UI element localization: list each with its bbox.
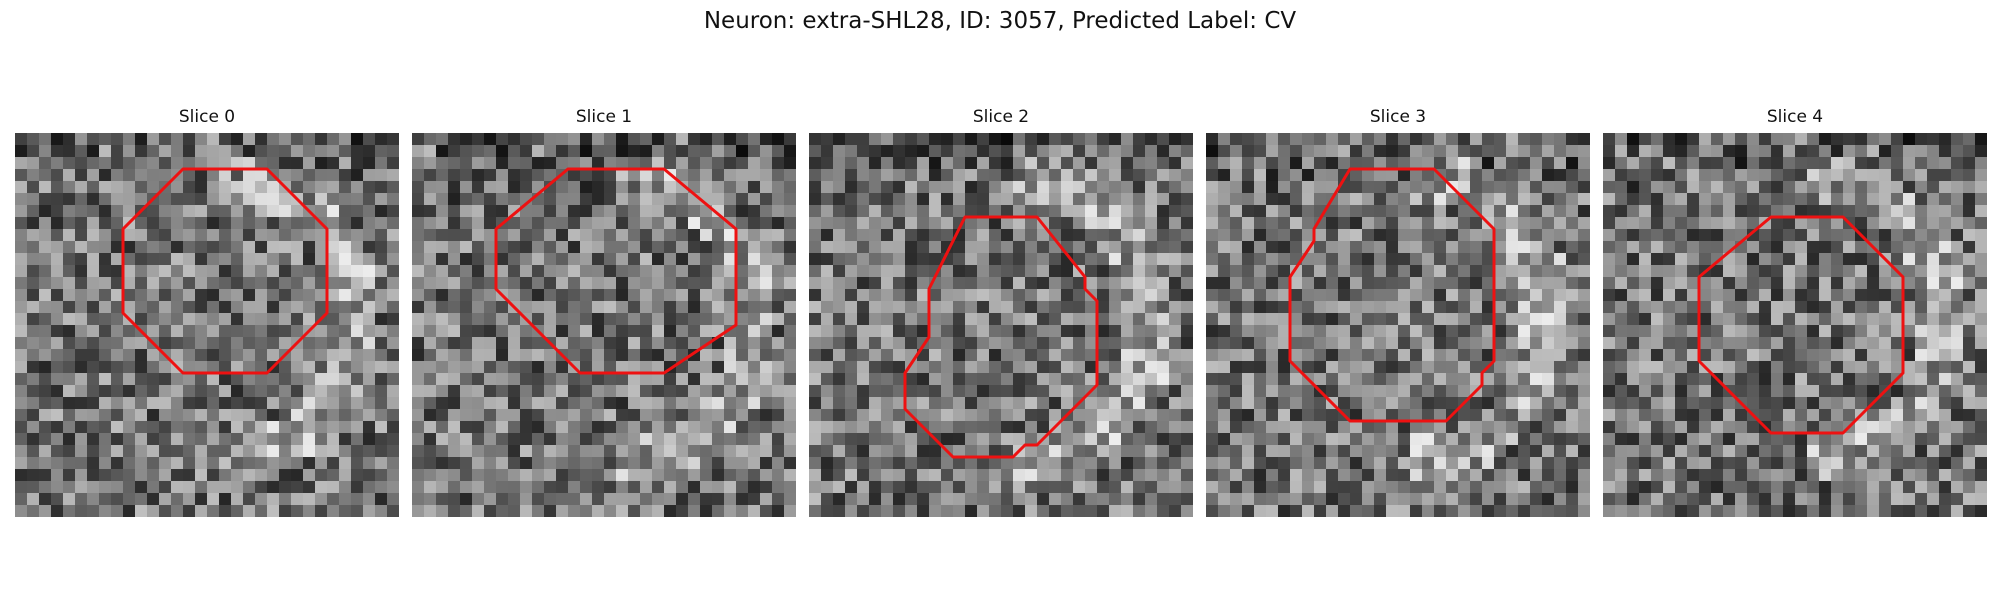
slice-4-cell-outline [1697, 215, 1905, 435]
slice-0-title: Slice 0 [178, 107, 236, 127]
slice-3-title: Slice 3 [1369, 107, 1427, 127]
slice-3-image [1206, 133, 1590, 517]
slice-1-cell-outline [494, 167, 738, 375]
slice-3-cell-outline [1288, 167, 1496, 423]
slice-0-cell-outline [121, 167, 329, 375]
slice-2-image [809, 133, 1193, 517]
slice-0-image [15, 133, 399, 517]
slice-2-title: Slice 2 [972, 107, 1030, 127]
slice-2-cell-outline [903, 215, 1099, 459]
slice-1-title: Slice 1 [575, 107, 633, 127]
figure-title: Neuron: extra-SHL28, ID: 3057, Predicted… [703, 8, 1297, 34]
slice-4-image [1603, 133, 1987, 517]
slice-4-title: Slice 4 [1766, 107, 1824, 127]
slice-1-image [412, 133, 796, 517]
